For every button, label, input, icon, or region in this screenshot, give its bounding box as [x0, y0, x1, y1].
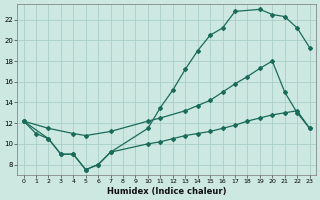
- X-axis label: Humidex (Indice chaleur): Humidex (Indice chaleur): [107, 187, 226, 196]
